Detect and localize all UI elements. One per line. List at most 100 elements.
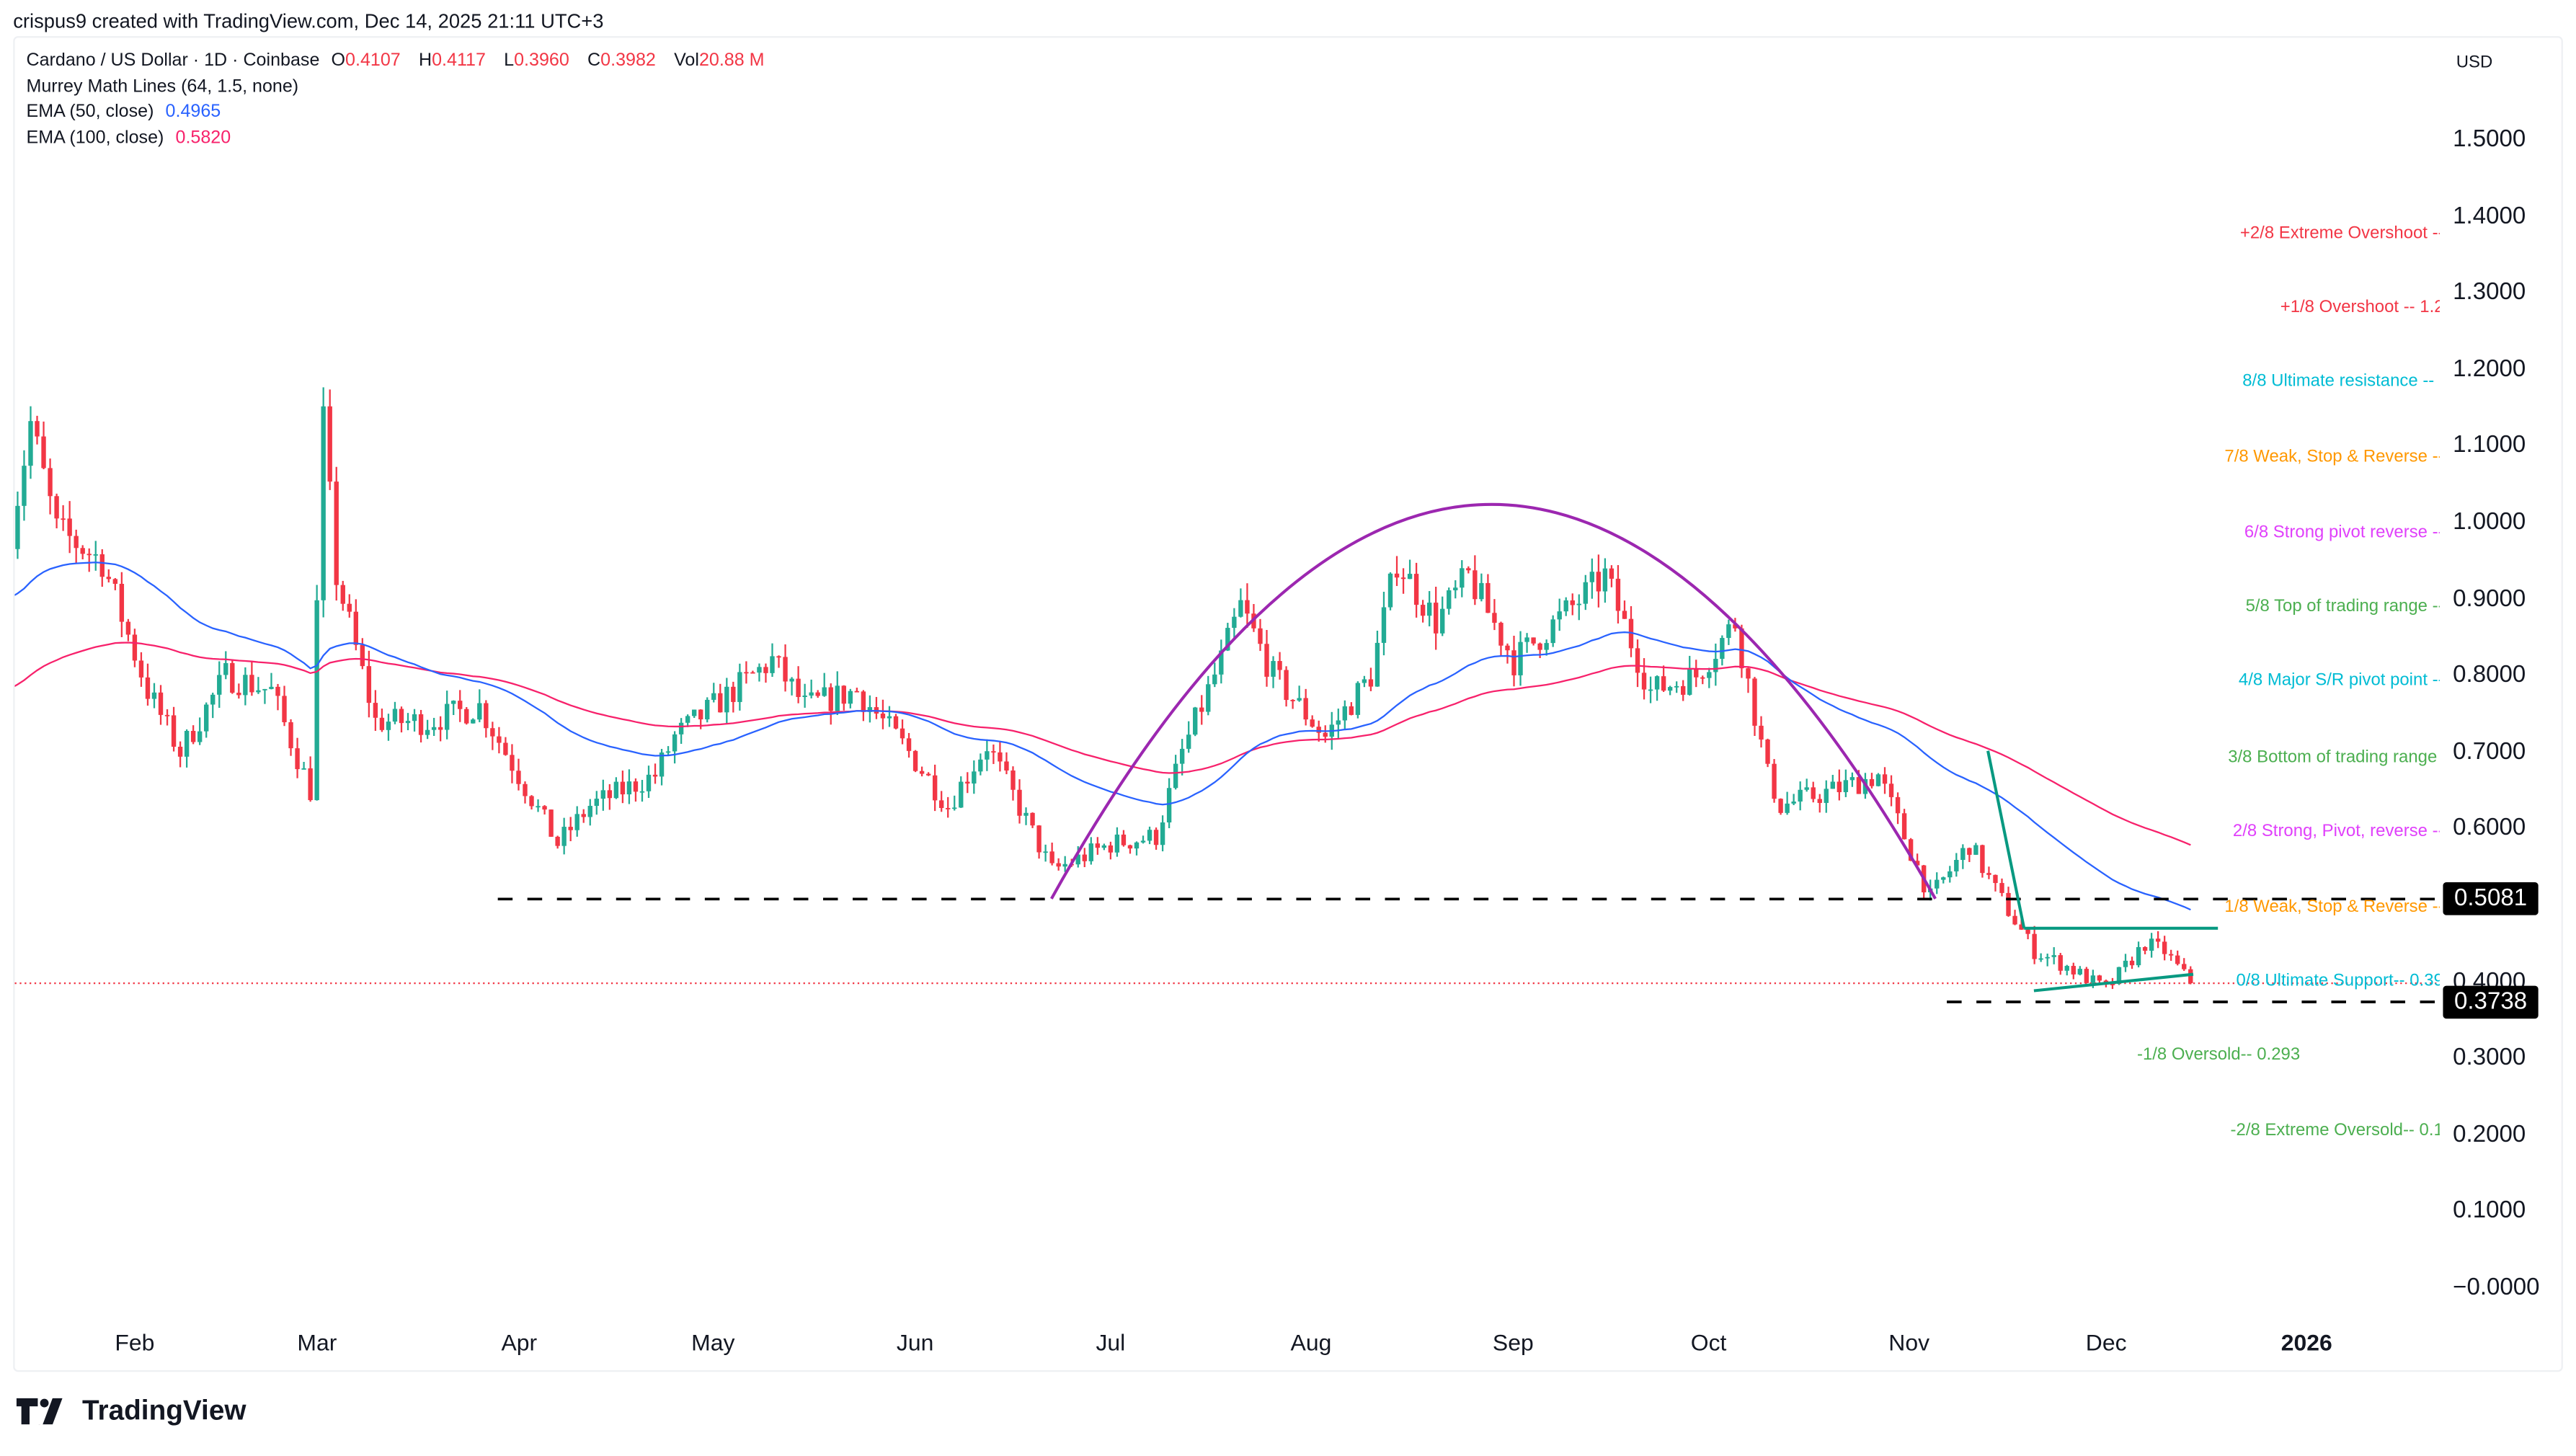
currency-label[interactable]: USD — [2456, 52, 2493, 73]
candle — [770, 656, 775, 673]
candle — [1856, 777, 1862, 794]
candle — [691, 709, 697, 716]
time-tick: May — [691, 1329, 735, 1356]
murrey-level-label: 2/8 Strong, Pivot, reverse -- 0.5 — [2232, 821, 2440, 842]
candle — [1413, 574, 1419, 605]
candle — [1114, 834, 1120, 853]
candle — [490, 728, 495, 737]
candle — [757, 667, 762, 673]
candle — [529, 796, 534, 807]
candle — [197, 731, 203, 742]
time-tick: Jun — [896, 1329, 934, 1356]
candle — [1687, 668, 1692, 695]
candle — [236, 693, 241, 696]
candle — [646, 774, 652, 791]
candle — [497, 736, 502, 743]
candle — [106, 577, 111, 580]
candle — [711, 693, 716, 700]
candle — [555, 836, 560, 846]
candle — [54, 496, 59, 519]
candle — [347, 603, 352, 612]
candle — [672, 734, 678, 752]
candle — [1219, 650, 1224, 675]
candle — [1440, 608, 1445, 634]
tradingview-logo-icon — [16, 1398, 63, 1425]
candle — [809, 692, 814, 696]
candle — [1323, 732, 1328, 737]
candle — [1993, 874, 1998, 884]
time-tick: Apr — [501, 1329, 538, 1356]
candle — [1602, 568, 1608, 592]
candle — [516, 771, 521, 784]
murrey-level-label: -1/8 Oversold-- 0.293 — [2137, 1044, 2301, 1065]
price-tick: 1.3000 — [2453, 279, 2526, 306]
candle — [1049, 851, 1054, 864]
murrey-level-label: 8/8 Ultimate resistance -- 1.17 — [2242, 371, 2440, 391]
candle — [204, 704, 209, 732]
murrey-level-label: 5/8 Top of trading range -- 0.8 — [2245, 596, 2440, 616]
candle — [938, 800, 944, 808]
candle — [477, 703, 482, 720]
candle — [249, 675, 254, 693]
candle — [74, 536, 79, 549]
candle — [731, 686, 736, 702]
candle — [652, 774, 658, 777]
candle — [815, 692, 820, 696]
chart-frame[interactable] — [13, 36, 2563, 1372]
candle — [861, 691, 866, 712]
candle — [665, 751, 671, 753]
time-tick: Aug — [1290, 1329, 1332, 1356]
candle — [438, 727, 443, 730]
candle — [1817, 799, 1822, 803]
candle — [854, 691, 860, 693]
candle — [1596, 572, 1602, 592]
candle — [431, 727, 437, 730]
candle — [822, 687, 827, 696]
candle — [1681, 685, 1686, 695]
volume-value: 20.88 M — [698, 50, 765, 71]
candle — [1316, 727, 1321, 733]
candle — [698, 709, 703, 720]
candle — [1485, 582, 1491, 613]
candle — [1674, 685, 1679, 688]
legend-ema50[interactable]: EMA (50, close) 0.4965 — [26, 100, 777, 125]
candle — [210, 694, 216, 705]
candle — [718, 693, 723, 713]
candle — [1576, 603, 1581, 605]
murrey-level-label: -2/8 Extreme Oversold-- 0.19 — [2230, 1120, 2440, 1140]
legend-ema100[interactable]: EMA (100, close) 0.5820 — [26, 125, 777, 151]
candle — [67, 518, 72, 536]
price-tick: 0.2000 — [2453, 1122, 2526, 1148]
candle — [1193, 707, 1198, 735]
candle — [744, 672, 749, 674]
volume-label: Vol — [674, 50, 699, 71]
open-label: O — [331, 50, 346, 71]
candle — [1271, 661, 1276, 677]
candle — [132, 634, 138, 661]
candle — [1492, 613, 1497, 623]
murrey-level-label: 4/8 Major S/R pivot point -- 0.7 — [2238, 670, 2440, 691]
candle — [1238, 600, 1243, 617]
symbol-name[interactable]: Cardano / US Dollar · 1D · Coinbase — [26, 50, 320, 71]
candle — [1179, 748, 1185, 764]
price-tick: 1.2000 — [2453, 356, 2526, 383]
candle — [1654, 676, 1660, 690]
candle — [2142, 946, 2148, 951]
legend-murrey[interactable]: Murrey Math Lines (64, 1.5, none) — [26, 76, 299, 97]
candle — [1473, 570, 1478, 600]
candle — [1453, 587, 1458, 590]
candle — [678, 722, 684, 734]
candle — [763, 667, 768, 673]
candle — [1785, 803, 1790, 813]
candle — [1095, 843, 1101, 848]
price-tick: 0.3000 — [2453, 1045, 2526, 1072]
candle — [256, 690, 261, 693]
candle — [587, 806, 592, 817]
candle — [1544, 643, 1549, 650]
credit-line: crispus9 created with TradingView.com, D… — [13, 9, 604, 33]
tradingview-logo[interactable]: TradingView — [16, 1395, 247, 1428]
candle — [138, 660, 144, 678]
candle — [2175, 955, 2180, 964]
candle — [1914, 861, 1920, 866]
